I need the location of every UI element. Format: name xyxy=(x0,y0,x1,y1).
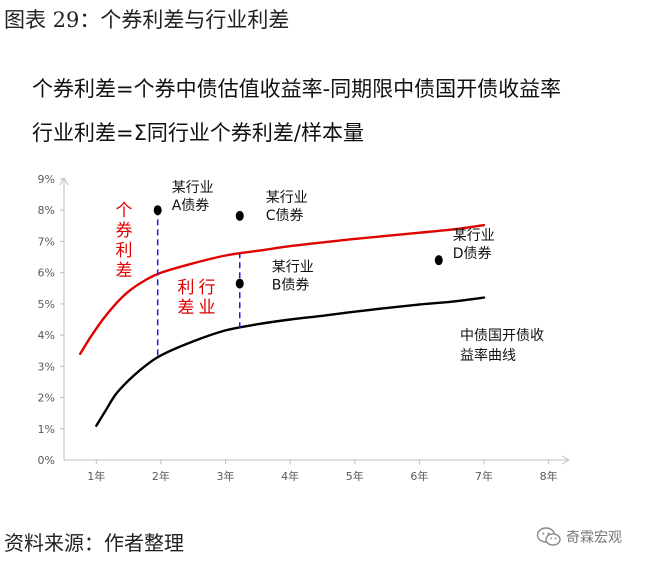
series-cdb-curve xyxy=(95,296,486,427)
industry-spread-label-char: 利 xyxy=(178,278,195,298)
y-tick-label: 5% xyxy=(38,298,55,311)
formula-industry-spread: 行业利差=Σ同行业个券利差/样本量 xyxy=(32,121,364,145)
y-tick-label: 1% xyxy=(38,423,55,436)
y-axis-arrow xyxy=(59,176,69,186)
cdb-curve-label-line: 中债国开债收 xyxy=(460,328,544,344)
bond-point-b xyxy=(235,278,244,289)
x-tick-label: 3年 xyxy=(217,469,235,483)
bond-label-a-line1: 某行业 xyxy=(172,180,214,196)
bond-label-d-line1: 某行业 xyxy=(453,228,495,244)
x-tick-label: 6年 xyxy=(410,469,428,483)
bond-label-c-line2: C债券 xyxy=(266,208,304,224)
x-tick-label: 1年 xyxy=(87,469,105,483)
brand-watermark: 奇霖宏观 xyxy=(536,526,622,548)
bond-label-c-line1: 某行业 xyxy=(266,190,308,206)
series-industry-curve xyxy=(79,224,486,355)
source-note: 资料来源：作者整理 xyxy=(4,531,184,555)
y-tick-label: 4% xyxy=(38,329,55,342)
x-tick-label: 7年 xyxy=(475,469,493,483)
y-tick-label: 7% xyxy=(38,235,55,248)
y-tick-label: 3% xyxy=(38,360,55,373)
individual-spread-label-char: 个 xyxy=(116,201,133,221)
y-tick-label: 2% xyxy=(38,392,55,405)
x-tick-label: 4年 xyxy=(281,469,299,483)
wechat-icon xyxy=(536,527,561,546)
formula-individual-spread: 个券利差=个券中债估值收益率-同期限中债国开债收益率 xyxy=(32,77,562,101)
y-tick-label: 9% xyxy=(38,173,55,186)
cdb-curve-label-line: 益率曲线 xyxy=(460,347,516,364)
industry-spread-label-char: 业 xyxy=(199,298,216,318)
y-tick-label: 6% xyxy=(38,267,55,280)
industry-spread-label-char: 行 xyxy=(199,278,216,298)
individual-spread-label-char: 差 xyxy=(116,261,133,281)
chart-axes: 0% 1% 2% 3% 4% 5% 6% 7% 8% 9% 1年 2年 3年 4年 5年 6年 7年 8年 xyxy=(38,173,571,483)
bond-label-a-line2: A债券 xyxy=(172,198,210,214)
y-tick-label: 0% xyxy=(38,454,55,467)
bond-point-c xyxy=(235,210,244,221)
individual-spread-label-char: 券 xyxy=(116,221,133,241)
bond-point-a xyxy=(153,205,162,216)
chart-guides xyxy=(156,210,241,356)
brand-name: 奇霖宏观 xyxy=(566,530,622,546)
bond-label-b-line1: 某行业 xyxy=(272,260,314,276)
x-axis-arrow xyxy=(561,455,571,465)
bond-label-d-line2: D债券 xyxy=(453,246,492,262)
individual-spread-label-char: 利 xyxy=(116,241,133,261)
chart-curves xyxy=(79,224,486,427)
bond-point-d xyxy=(434,255,443,266)
y-tick-label: 8% xyxy=(38,204,55,217)
x-tick-label: 8年 xyxy=(540,469,558,483)
bond-label-b-line2: B债券 xyxy=(272,278,310,294)
x-tick-label: 5年 xyxy=(346,469,364,483)
industry-spread-label-char: 差 xyxy=(178,298,195,318)
figure-title: 图表 29：个券利差与行业利差 xyxy=(4,8,290,32)
x-tick-label: 2年 xyxy=(152,469,170,483)
